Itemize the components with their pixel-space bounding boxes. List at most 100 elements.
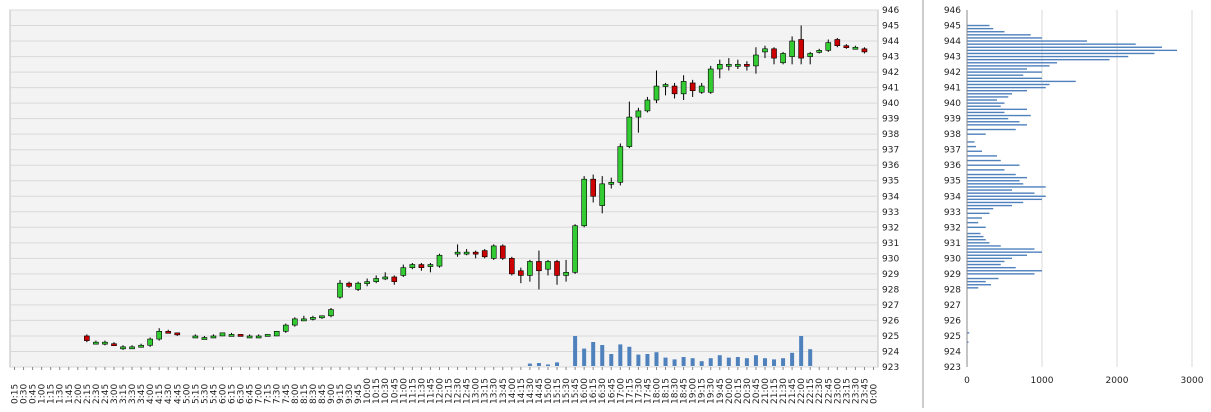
- time-tick-label: 11:00: [399, 378, 409, 404]
- candle-body: [282, 324, 289, 332]
- candle-body: [644, 99, 651, 112]
- candle-body: [798, 39, 804, 59]
- profile-bar: [967, 204, 1012, 207]
- time-tick-label: 13:45: [499, 378, 509, 404]
- candle-body: [310, 317, 316, 320]
- candle-body: [536, 261, 542, 272]
- time-tick-label: 18:30: [671, 378, 681, 404]
- time-tick-label: 6:00: [218, 384, 228, 404]
- profile-price-label: 936: [944, 161, 961, 171]
- profile-bar: [967, 55, 1129, 58]
- candle-body: [707, 68, 714, 93]
- time-tick-label: 1:00: [38, 384, 48, 404]
- profile-price-label: 928: [944, 285, 961, 295]
- candle-body: [490, 245, 497, 259]
- profile-bar: [967, 169, 1005, 171]
- profile-bar: [967, 173, 1016, 176]
- profile-bar: [967, 277, 999, 280]
- profile-price-label: 945: [944, 22, 961, 32]
- time-tick-label: 10:15: [372, 378, 382, 404]
- profile-bar: [967, 102, 1005, 104]
- profile-bar: [967, 266, 1016, 269]
- time-tick-label: 4:30: [164, 384, 174, 404]
- candle-body: [273, 330, 280, 337]
- volume-bar: [717, 355, 722, 366]
- time-tick-label: 6:15: [228, 384, 238, 404]
- candle-body: [816, 50, 823, 53]
- profile-bar: [967, 176, 1027, 179]
- profile-bar: [967, 248, 1035, 250]
- time-tick-label: 7:30: [273, 384, 283, 404]
- time-tick-label: 4:15: [155, 384, 165, 404]
- candle-body: [454, 251, 461, 255]
- candle-body: [825, 42, 832, 51]
- time-tick-label: 23:00: [833, 378, 843, 404]
- time-tick-label: 23:30: [851, 378, 861, 404]
- profile-price-label: 924: [944, 347, 961, 357]
- profile-bar: [967, 24, 990, 27]
- profile-bar: [967, 192, 1035, 194]
- time-tick-label: 21:00: [761, 378, 771, 404]
- profile-bar: [967, 232, 981, 235]
- price-tick-label: 930: [882, 254, 899, 264]
- profile-bar: [967, 235, 984, 238]
- time-tick-label: 19:30: [707, 378, 717, 404]
- volume-bar: [618, 344, 623, 366]
- time-tick-label: 20:15: [734, 378, 744, 404]
- candle-body: [319, 315, 325, 319]
- time-tick-label: 0:45: [29, 384, 39, 404]
- time-tick-label: 17:15: [625, 378, 635, 404]
- profile-price-label: 944: [944, 37, 961, 47]
- candle-body: [93, 341, 99, 345]
- candle-body: [716, 64, 723, 70]
- profile-bar: [967, 150, 982, 152]
- volume-bar: [772, 359, 777, 366]
- candle-body: [346, 282, 352, 287]
- time-tick-label: 6:45: [246, 384, 256, 404]
- time-tick-label: 16:15: [589, 378, 599, 404]
- volume-bar: [699, 361, 704, 366]
- time-tick-label: 15:45: [571, 378, 581, 404]
- candle-body: [509, 258, 515, 275]
- profile-bar: [967, 83, 1050, 86]
- candle-body: [427, 264, 434, 267]
- time-tick-label: 23:15: [842, 378, 852, 404]
- candle-body: [328, 309, 334, 317]
- price-tick-label: 945: [882, 22, 899, 32]
- candle-body: [463, 251, 470, 255]
- profile-bar: [967, 260, 1005, 263]
- profile-bar: [967, 217, 982, 219]
- profile-bar: [967, 189, 1012, 191]
- time-tick-label: 20:30: [743, 378, 753, 404]
- candle-body: [264, 334, 271, 337]
- time-tick-label: 13:00: [472, 378, 482, 404]
- time-tick-label: 10:00: [363, 378, 373, 404]
- profile-price-label: 926: [944, 316, 961, 326]
- candle-body: [499, 245, 506, 259]
- candle-body: [165, 330, 172, 334]
- time-tick-label: 20:00: [725, 378, 735, 404]
- profile-price-label: 933: [944, 208, 961, 218]
- price-tick-label: 924: [882, 347, 899, 357]
- profile-bar: [967, 77, 1042, 79]
- profile-price-label: 929: [944, 270, 961, 280]
- profile-bar: [967, 186, 1046, 188]
- profile-price-label: 934: [944, 192, 961, 202]
- profile-bar: [967, 242, 990, 244]
- profile-price-label: 931: [944, 239, 961, 249]
- candle-body: [210, 335, 217, 339]
- profile-bar: [967, 99, 997, 101]
- candle-body: [726, 64, 732, 67]
- time-tick-label: 8:30: [309, 384, 319, 404]
- volume-bar: [744, 358, 749, 366]
- candle-body: [780, 53, 786, 64]
- candle-body: [201, 337, 208, 340]
- volume-bar: [545, 364, 550, 366]
- profile-bar: [967, 145, 976, 148]
- volume-bar: [753, 355, 758, 366]
- profile-price-label: 930: [944, 254, 961, 264]
- profile-bar: [967, 239, 986, 241]
- profile-bar: [967, 195, 1046, 197]
- profile-bar: [967, 263, 1001, 266]
- price-tick-label: 926: [882, 316, 899, 326]
